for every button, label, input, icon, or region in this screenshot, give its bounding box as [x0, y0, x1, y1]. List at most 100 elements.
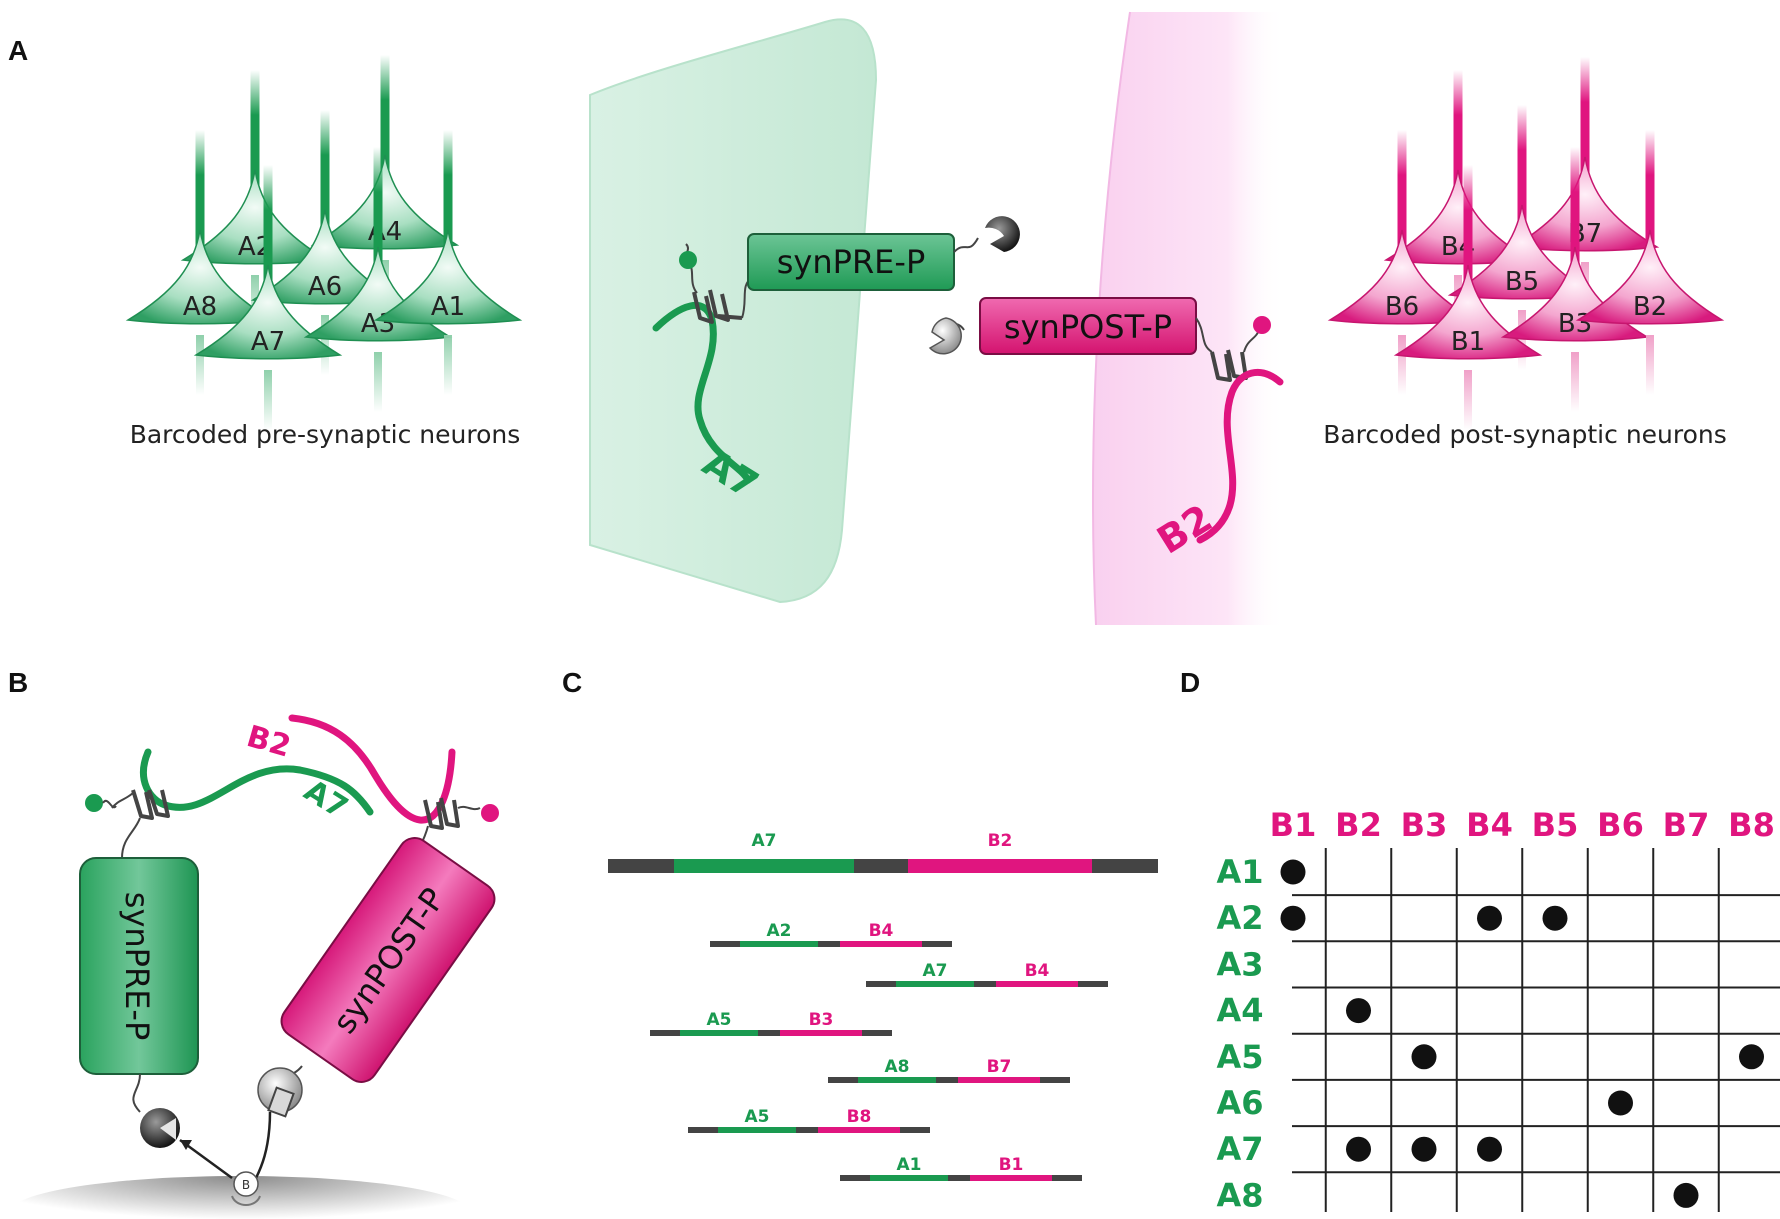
read-post-barcode	[996, 981, 1078, 987]
connection-dot-a6-b6	[1608, 1090, 1633, 1116]
column-header-b6: B6	[1597, 806, 1644, 844]
connection-dot-a5-b3	[1411, 1044, 1437, 1070]
b-synpost-p-box	[280, 837, 496, 1083]
b-pre-adapter-bead	[85, 794, 103, 812]
panel-c-letter: C	[562, 667, 582, 698]
b-post-barcode-label: B2	[243, 719, 295, 765]
column-header-b5: B5	[1532, 806, 1579, 844]
read-adapter	[650, 1030, 680, 1036]
panel-a-letter: A	[8, 35, 28, 66]
b-light-binder-notch	[267, 1086, 295, 1118]
synpost-p-binder-icon	[928, 317, 962, 355]
b-bridge-right-arm	[254, 1111, 272, 1179]
b-surface-anchor	[231, 1195, 261, 1206]
post-adapter-bead	[1253, 316, 1271, 334]
b-bridge-label: B	[242, 1178, 250, 1192]
read-post-barcode	[958, 1077, 1040, 1083]
pre-neuron-label: A8	[183, 292, 217, 322]
read-pre-barcode-label: A2	[767, 921, 792, 941]
synpre-p-box	[747, 233, 955, 291]
pre-synaptic-caption: Barcoded pre-synaptic neurons	[130, 420, 521, 449]
read-spacer	[936, 1077, 958, 1083]
pre-synaptic-cell	[589, 18, 878, 604]
row-header-a6: A6	[1216, 1084, 1263, 1122]
synpost-p-label: synPOST-P	[1004, 308, 1172, 346]
read-post-barcode	[818, 1127, 900, 1133]
read-pre-barcode-label: A1	[897, 1155, 922, 1175]
connectivity-matrix: B1 B2 B3 B4 B5 B6 B7 B8 A1 A2 A3 A4 A5 A6 A7 A8	[1216, 806, 1780, 1214]
post-neuron-label: B6	[1385, 292, 1419, 322]
synpre-p-label: synPRE-P	[777, 243, 925, 281]
read-post-barcode	[970, 1175, 1052, 1181]
read-post-barcode-label: B7	[987, 1057, 1012, 1077]
main-read-pre-barcode-label: A7	[752, 831, 777, 851]
pre-neuron-a8: A8	[127, 129, 273, 396]
read-adapter	[1040, 1077, 1070, 1083]
pre-neuron-a6: A6	[252, 109, 398, 376]
read-post-barcode-label: B1	[999, 1155, 1024, 1175]
pre-neuron-a7: A7	[195, 164, 341, 431]
read-pre-barcode-label: A8	[885, 1057, 910, 1077]
read-post-barcode-label: B4	[1025, 961, 1050, 981]
main-read-adapter	[1092, 859, 1158, 873]
connection-dot-a5-b8	[1739, 1044, 1764, 1070]
sequencing-reads: A2 B4 A7 B4 A5 B3 A8 B7 A5 B8 A1 B1	[650, 921, 1108, 1181]
post-barcode-strand	[1196, 369, 1284, 544]
read-spacer	[818, 941, 840, 947]
connection-dot-a8-b7	[1673, 1182, 1699, 1208]
read-post-barcode-label: B3	[809, 1010, 834, 1030]
connection-dot-a7-b4	[1477, 1136, 1502, 1162]
read-pre-barcode	[740, 941, 818, 947]
read-adapter	[710, 941, 740, 947]
pre-neuron-label: A4	[368, 217, 402, 247]
pre-neuron-label: A1	[431, 292, 465, 322]
pre-neuron-label: A7	[251, 327, 285, 357]
b-post-adapter-bead	[481, 804, 499, 822]
connection-dot-a1-b1	[1280, 859, 1306, 885]
main-read: A7 B2	[608, 831, 1158, 873]
read-adapter	[840, 1175, 870, 1181]
read-pre-barcode	[718, 1127, 796, 1133]
row-header-a4: A4	[1216, 992, 1263, 1030]
connection-dot-a2-b5	[1542, 905, 1568, 931]
read-pre-barcode	[858, 1077, 936, 1083]
row-header-a5: A5	[1216, 1038, 1263, 1076]
read-post-barcode-label: B4	[869, 921, 894, 941]
read-adapter	[828, 1077, 858, 1083]
synpre-p-linker	[953, 237, 979, 253]
column-header-b3: B3	[1401, 806, 1448, 844]
post-neuron-label: B2	[1633, 292, 1667, 322]
read-pre-barcode	[680, 1030, 758, 1036]
pre-neuron-label: A6	[308, 272, 342, 302]
read-adapter	[1078, 981, 1108, 987]
sequencing-read: A1 B1	[840, 1155, 1082, 1181]
column-header-b4: B4	[1466, 806, 1513, 844]
pre-adapter-bead	[679, 251, 697, 269]
read-adapter	[1052, 1175, 1082, 1181]
post-neuron-b2: B2	[1577, 129, 1723, 396]
read-pre-barcode-label: A5	[707, 1010, 732, 1030]
post-neuron-label: B1	[1451, 327, 1485, 357]
read-adapter	[688, 1127, 718, 1133]
row-header-a7: A7	[1216, 1130, 1263, 1168]
post-neuron-b5: B5	[1449, 104, 1595, 371]
pre-adapter	[685, 243, 743, 324]
sequencing-read: A8 B7	[828, 1057, 1070, 1083]
b-bridge-arrow	[180, 1140, 192, 1150]
post-synaptic-caption: Barcoded post-synaptic neurons	[1323, 420, 1727, 449]
b-pre-barcode-label: A7	[298, 773, 354, 826]
read-pre-barcode	[896, 981, 974, 987]
read-spacer	[948, 1175, 970, 1181]
connection-dot-a4-b2	[1346, 998, 1371, 1024]
connection-dot-a2-b1	[1280, 905, 1306, 931]
read-post-barcode-label: B8	[847, 1107, 872, 1127]
read-adapter	[866, 981, 896, 987]
sequencing-read: A5 B8	[688, 1107, 930, 1133]
b-bridge-node	[233, 1171, 259, 1197]
post-neuron-b6: B6	[1329, 129, 1475, 396]
row-header-a3: A3	[1216, 945, 1263, 983]
read-post-barcode	[840, 941, 922, 947]
